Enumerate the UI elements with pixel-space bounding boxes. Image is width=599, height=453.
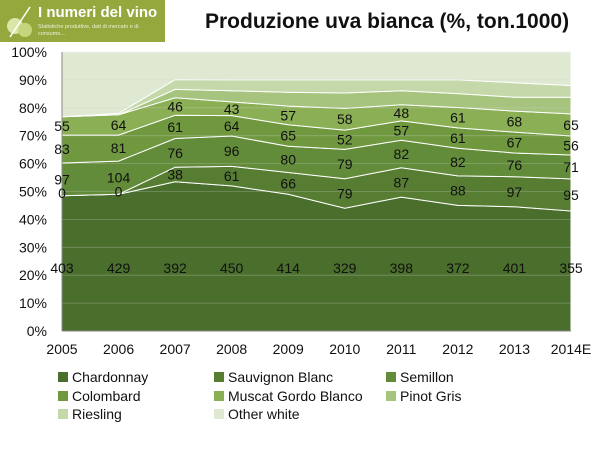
data-label: 61 — [224, 168, 240, 184]
data-label: 82 — [394, 146, 410, 162]
brand-name: I numeri del vino — [38, 4, 158, 21]
x-tick-label: 2006 — [103, 341, 134, 357]
data-label: 81 — [111, 140, 127, 156]
y-tick-label: 80% — [19, 100, 47, 116]
y-tick-label: 100% — [11, 44, 47, 60]
data-label: 57 — [394, 123, 410, 139]
legend-swatch — [214, 391, 224, 401]
data-label: 329 — [333, 260, 357, 276]
data-label: 429 — [107, 260, 131, 276]
y-tick-label: 40% — [19, 211, 47, 227]
data-label: 95 — [563, 187, 579, 203]
brand-tagline: Statistiche produttive, dati di mercato … — [38, 24, 139, 37]
data-label: 52 — [337, 132, 353, 148]
data-label: 97 — [507, 184, 523, 200]
x-tick-label: 2012 — [442, 341, 473, 357]
data-label: 83 — [54, 141, 70, 157]
x-tick-label: 2013 — [499, 341, 530, 357]
legend-swatch — [214, 409, 224, 419]
data-label: 67 — [507, 135, 523, 151]
data-label: 450 — [220, 260, 244, 276]
data-label: 0 — [58, 185, 66, 201]
legend-label: Pinot Gris — [400, 388, 461, 404]
data-label: 61 — [167, 119, 183, 135]
data-label: 68 — [507, 114, 523, 130]
data-label: 38 — [167, 166, 183, 182]
data-label: 372 — [446, 260, 470, 276]
wine-glass-icon — [7, 6, 32, 38]
data-label: 65 — [563, 117, 579, 133]
legend-label: Chardonnay — [72, 369, 148, 385]
data-label: 79 — [337, 156, 353, 172]
data-label: 414 — [277, 260, 301, 276]
data-label: 403 — [50, 260, 74, 276]
data-label: 87 — [394, 174, 410, 190]
data-label: 64 — [111, 117, 127, 133]
x-tick-label: 2011 — [386, 341, 416, 357]
data-label: 71 — [563, 159, 579, 175]
legend-swatch — [386, 372, 396, 382]
y-tick-label: 0% — [27, 323, 47, 339]
legend-swatch — [386, 391, 396, 401]
y-tick-label: 50% — [19, 184, 47, 200]
data-label: 401 — [503, 260, 527, 276]
area-other-white — [61, 51, 572, 118]
data-label: 80 — [280, 151, 296, 167]
data-label: 46 — [167, 99, 183, 115]
legend-label: Sauvignon Blanc — [228, 369, 333, 385]
data-label: 96 — [224, 143, 240, 159]
legend-swatch — [58, 391, 68, 401]
data-label: 0 — [115, 184, 123, 200]
data-label: 58 — [337, 111, 353, 127]
legend-label: Semillon — [400, 369, 454, 385]
data-label: 88 — [450, 183, 466, 199]
x-tick-label: 2005 — [46, 341, 77, 357]
legend-swatch — [58, 409, 68, 419]
data-label: 48 — [394, 105, 410, 121]
data-label: 66 — [280, 175, 296, 191]
brand-logo: I numeri del vino Statistiche produttive… — [0, 0, 165, 42]
legend-label: Colombard — [72, 388, 140, 404]
data-label: 79 — [337, 185, 353, 201]
legend-label: Riesling — [72, 406, 122, 422]
data-label: 57 — [280, 107, 296, 123]
x-tick-label: 2010 — [329, 341, 360, 357]
legend-swatch — [58, 372, 68, 382]
data-label: 76 — [167, 145, 183, 161]
y-tick-label: 90% — [19, 72, 47, 88]
data-label: 61 — [450, 110, 466, 126]
data-label: 56 — [563, 137, 579, 153]
data-label: 82 — [450, 154, 466, 170]
data-label: 392 — [163, 260, 187, 276]
data-label: 398 — [390, 260, 414, 276]
y-tick-label: 20% — [19, 267, 47, 283]
legend-label: Muscat Gordo Blanco — [228, 388, 363, 404]
data-label: 64 — [224, 118, 240, 134]
data-label: 61 — [450, 130, 466, 146]
data-label: 97 — [54, 171, 70, 187]
legend-label: Other white — [228, 406, 300, 422]
data-label: 355 — [559, 260, 583, 276]
x-tick-label: 2007 — [160, 341, 191, 357]
data-label: 65 — [280, 128, 296, 144]
y-tick-label: 10% — [19, 295, 47, 311]
data-label: 43 — [224, 101, 240, 117]
data-label: 104 — [107, 170, 131, 186]
chart-title: Produzione uva bianca (%, ton.1000) — [205, 10, 570, 33]
y-tick-label: 70% — [19, 128, 47, 144]
legend-swatch — [214, 372, 224, 382]
x-tick-label: 2014E — [551, 341, 591, 357]
x-tick-label: 2009 — [273, 341, 304, 357]
data-label: 76 — [507, 157, 523, 173]
y-tick-label: 30% — [19, 239, 47, 255]
y-tick-label: 60% — [19, 156, 47, 172]
data-label: 55 — [54, 118, 70, 134]
x-tick-label: 2008 — [216, 341, 247, 357]
